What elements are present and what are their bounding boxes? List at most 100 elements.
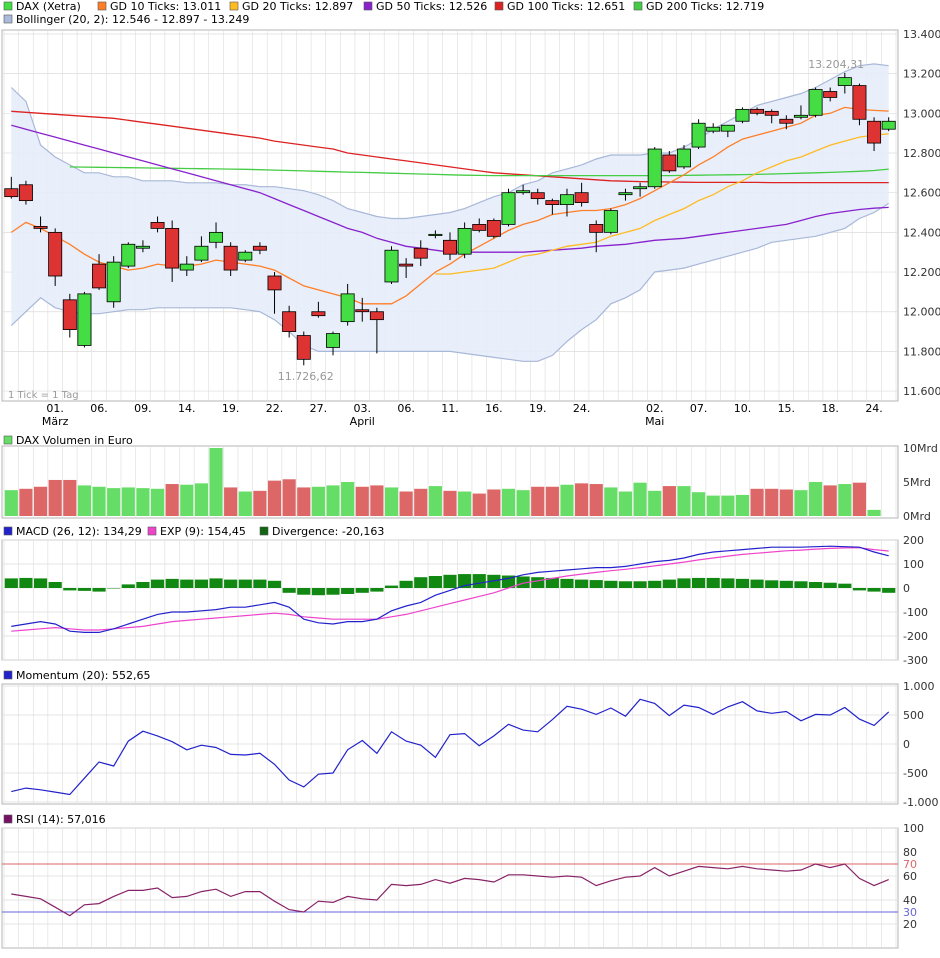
candle-up bbox=[516, 190, 531, 194]
rsi-y-tick-label: 30 bbox=[903, 906, 917, 919]
volume-bar bbox=[370, 485, 384, 516]
x-tick-label: 19. bbox=[222, 402, 240, 415]
candle-up bbox=[121, 243, 136, 267]
legend-label: Divergence: -20,163 bbox=[272, 525, 384, 538]
volume-bar bbox=[735, 494, 750, 516]
macd-exp-line bbox=[11, 547, 889, 632]
candle-up bbox=[647, 148, 662, 188]
macd-panel: MACD (26, 12): 134,29 EXP (9): 154,45 Dive… bbox=[1, 525, 928, 667]
candle-up bbox=[340, 293, 355, 323]
volume-bar bbox=[19, 488, 33, 516]
volume-bar bbox=[545, 486, 559, 516]
volume-bar bbox=[150, 488, 165, 516]
divergence-bar bbox=[92, 588, 106, 592]
divergence-bar bbox=[618, 581, 633, 588]
divergence-bar bbox=[765, 580, 779, 588]
divergence-bar bbox=[531, 577, 545, 588]
momentum-panel: Momentum (20): 552,65 1.000 500 0 -500 -1.000 bbox=[1, 669, 938, 809]
candle-down bbox=[282, 311, 297, 332]
price-y-tick-label: 12.800 bbox=[903, 147, 940, 160]
candle-down bbox=[369, 311, 384, 321]
divergence-bar bbox=[428, 576, 442, 588]
divergence-bar bbox=[443, 574, 457, 588]
candle-up bbox=[706, 126, 721, 132]
volume-bar bbox=[808, 482, 823, 516]
candle-down bbox=[4, 188, 19, 198]
x-tick-label: 03. bbox=[354, 402, 372, 415]
price-y-tick-label: 12.400 bbox=[903, 226, 940, 239]
candle-up bbox=[209, 231, 224, 243]
divergence-bar bbox=[838, 583, 852, 588]
candle-down bbox=[545, 200, 560, 205]
divergence-bar bbox=[180, 579, 194, 588]
volume-bar bbox=[706, 495, 720, 516]
candle-down bbox=[223, 245, 238, 271]
legend-swatch bbox=[3, 1, 13, 11]
ma10-line bbox=[10, 106, 889, 305]
x-tick-label: 22. bbox=[266, 402, 284, 415]
x-month-label: März bbox=[42, 415, 69, 428]
divergence-bar bbox=[648, 580, 662, 588]
divergence-bar bbox=[808, 582, 823, 588]
legend-label: EXP (9): 154,45 bbox=[160, 525, 246, 538]
divergence-bar bbox=[77, 588, 92, 591]
volume-bar bbox=[48, 479, 62, 516]
candle-down bbox=[62, 299, 77, 330]
divergence-bar bbox=[267, 580, 282, 588]
candle-down bbox=[18, 184, 33, 202]
legend-label: GD 20 Ticks: 12.897 bbox=[242, 0, 353, 13]
macd-y-tick-label: -200 bbox=[903, 630, 928, 643]
volume-bar bbox=[107, 488, 121, 516]
price-legend: DAX (Xetra) GD 10 Ticks: 13.011 GD 20 Tick… bbox=[3, 0, 764, 13]
x-tick-label: 10. bbox=[734, 402, 752, 415]
divergence-bar bbox=[867, 588, 881, 592]
x-tick-label: 24. bbox=[865, 402, 883, 415]
candle-up bbox=[457, 227, 472, 255]
candle-up bbox=[618, 192, 633, 196]
volume-bar bbox=[4, 490, 18, 516]
x-tick-label: 19. bbox=[529, 402, 547, 415]
macd-y-tick-label: -300 bbox=[903, 654, 928, 667]
volume-bar bbox=[384, 487, 399, 516]
candle-up bbox=[603, 210, 618, 233]
legend-swatch bbox=[3, 526, 13, 536]
volume-bar bbox=[33, 486, 48, 516]
macd-line bbox=[11, 545, 889, 634]
divergence-bar bbox=[326, 588, 340, 595]
candle-down bbox=[165, 227, 180, 269]
divergence-bar bbox=[545, 577, 559, 588]
candle-up bbox=[179, 263, 194, 271]
candle-down bbox=[267, 275, 282, 291]
volume-bar bbox=[575, 483, 589, 516]
rsi-y-tick-label: 80 bbox=[903, 846, 917, 859]
volume-bar bbox=[224, 487, 238, 516]
divergence-bar bbox=[692, 577, 706, 588]
divergence-bar bbox=[19, 577, 33, 588]
divergence-bar bbox=[706, 577, 720, 588]
momentum-y-tick-label: -500 bbox=[903, 767, 928, 780]
x-tick-label: 07. bbox=[690, 402, 708, 415]
volume-bar bbox=[238, 491, 252, 516]
volume-bar bbox=[852, 482, 867, 516]
volume-bar bbox=[326, 485, 340, 516]
volume-bar bbox=[838, 484, 852, 516]
divergence-bar bbox=[882, 588, 896, 593]
volume-bar bbox=[458, 491, 472, 516]
candle-down bbox=[867, 120, 882, 144]
divergence-bar bbox=[472, 574, 486, 588]
divergence-bar bbox=[384, 585, 399, 588]
candle-down bbox=[662, 154, 677, 172]
volume-bar bbox=[121, 487, 135, 516]
volume-bar bbox=[692, 492, 706, 516]
momentum-y-tick-label: 500 bbox=[903, 709, 924, 722]
divergence-bar bbox=[735, 578, 750, 588]
candle-down bbox=[92, 263, 107, 289]
candle-up bbox=[238, 251, 253, 261]
price-y-tick-label: 12.200 bbox=[903, 266, 940, 279]
volume-bar bbox=[355, 486, 369, 516]
divergence-bar bbox=[721, 578, 735, 588]
candle-up bbox=[837, 77, 852, 86]
volume-bar bbox=[209, 448, 223, 516]
candle-down bbox=[399, 263, 414, 267]
